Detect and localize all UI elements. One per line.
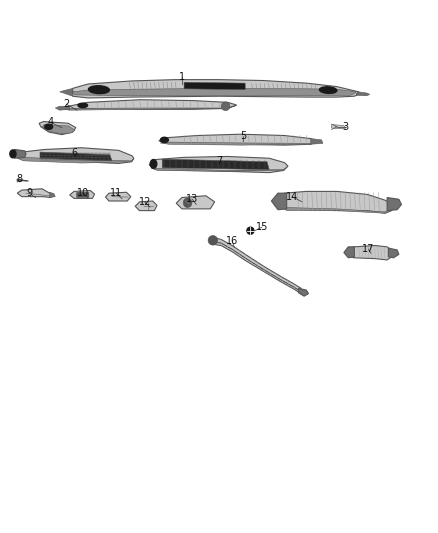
Polygon shape	[70, 190, 95, 198]
Polygon shape	[64, 106, 237, 110]
Ellipse shape	[88, 86, 110, 94]
Polygon shape	[159, 134, 315, 145]
Polygon shape	[160, 141, 315, 145]
Polygon shape	[16, 148, 134, 164]
Polygon shape	[272, 193, 287, 210]
Polygon shape	[42, 125, 75, 134]
Polygon shape	[62, 100, 237, 109]
Polygon shape	[176, 196, 215, 209]
Ellipse shape	[247, 227, 254, 234]
Polygon shape	[73, 79, 359, 98]
Polygon shape	[210, 240, 301, 292]
Ellipse shape	[78, 103, 88, 108]
Ellipse shape	[221, 102, 230, 111]
Ellipse shape	[150, 159, 157, 168]
Ellipse shape	[160, 138, 168, 142]
Text: 16: 16	[226, 236, 238, 246]
Polygon shape	[60, 88, 73, 96]
Text: 4: 4	[48, 117, 54, 127]
Text: 11: 11	[110, 188, 123, 198]
Polygon shape	[357, 92, 370, 96]
Text: 17: 17	[362, 244, 374, 254]
Text: 14: 14	[286, 192, 298, 201]
Polygon shape	[277, 191, 394, 213]
Polygon shape	[184, 82, 245, 90]
Ellipse shape	[183, 198, 192, 207]
Polygon shape	[40, 152, 112, 161]
Polygon shape	[17, 189, 52, 198]
Text: 1: 1	[179, 71, 185, 82]
Polygon shape	[151, 166, 288, 171]
Polygon shape	[298, 288, 308, 296]
Text: 3: 3	[343, 122, 349, 132]
Ellipse shape	[319, 87, 337, 93]
Text: 13: 13	[186, 194, 198, 204]
Polygon shape	[135, 201, 157, 211]
Polygon shape	[332, 125, 346, 129]
Text: 15: 15	[256, 222, 268, 232]
Polygon shape	[278, 203, 394, 213]
Ellipse shape	[45, 124, 53, 130]
Polygon shape	[106, 192, 131, 201]
FancyBboxPatch shape	[77, 192, 89, 198]
Text: 7: 7	[216, 156, 222, 166]
Polygon shape	[387, 198, 402, 211]
Ellipse shape	[10, 150, 16, 158]
Ellipse shape	[208, 236, 218, 245]
Polygon shape	[348, 246, 394, 260]
Text: 10: 10	[77, 188, 89, 198]
Text: 6: 6	[72, 148, 78, 158]
Text: 2: 2	[63, 99, 69, 109]
Polygon shape	[73, 88, 357, 96]
Text: 8: 8	[16, 174, 22, 184]
Polygon shape	[311, 139, 323, 144]
Text: 5: 5	[240, 131, 246, 141]
Polygon shape	[55, 106, 70, 110]
Polygon shape	[162, 159, 269, 169]
Text: 9: 9	[26, 188, 32, 198]
Text: 12: 12	[138, 197, 151, 207]
Polygon shape	[389, 248, 399, 258]
Polygon shape	[11, 149, 26, 158]
Polygon shape	[49, 192, 55, 198]
Polygon shape	[17, 157, 134, 163]
Polygon shape	[344, 247, 354, 258]
Polygon shape	[39, 122, 76, 135]
Polygon shape	[210, 237, 301, 294]
Polygon shape	[149, 157, 288, 173]
